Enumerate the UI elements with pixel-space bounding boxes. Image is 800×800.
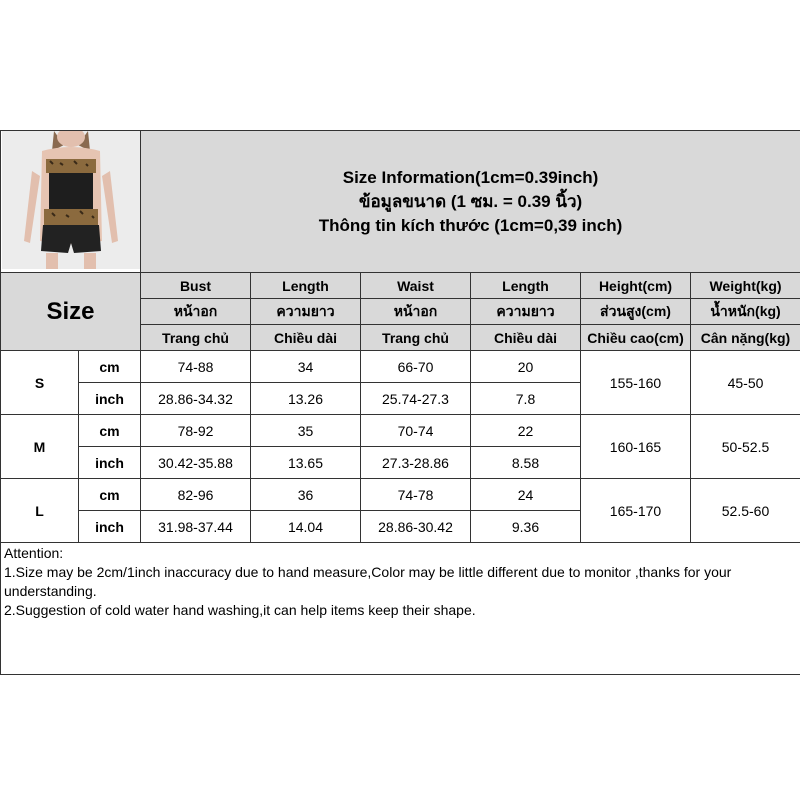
weight-cell: 52.5-60 <box>689 478 800 543</box>
height-cell: 165-170 <box>580 478 691 543</box>
measurement-cell: 25.74-27.3 <box>360 382 471 415</box>
header-en: Weight(kg) <box>689 272 800 299</box>
header-en: Height(cm) <box>580 272 691 299</box>
measurement-cell: 9.36 <box>470 510 581 543</box>
header-th: ความยาว <box>250 298 361 325</box>
size-chart: Size Information(1cm=0.39inch) ข้อมูลขนา… <box>0 130 800 675</box>
measurement-cell: 27.3-28.86 <box>360 446 471 479</box>
unit-label: cm <box>78 414 141 447</box>
measurement-cell: 31.98-37.44 <box>140 510 251 543</box>
header-vi: Trang chủ <box>360 324 471 351</box>
measurement-cell: 28.86-34.32 <box>140 382 251 415</box>
header-th: ความยาว <box>470 298 581 325</box>
measurement-cell: 13.65 <box>250 446 361 479</box>
header-en: Length <box>470 272 581 299</box>
attention-heading: Attention: <box>4 545 64 561</box>
measurement-cell: 36 <box>250 478 361 511</box>
measurement-cell: 13.26 <box>250 382 361 415</box>
unit-label: inch <box>78 382 141 415</box>
title-en: Size Information(1cm=0.39inch) <box>342 167 599 187</box>
header-vi: Trang chủ <box>140 324 251 351</box>
measurement-cell: 35 <box>250 414 361 447</box>
size-table: Size Information(1cm=0.39inch) ข้อมูลขนา… <box>0 130 800 675</box>
title-cell: Size Information(1cm=0.39inch) ข้อมูลขนา… <box>139 130 800 273</box>
header-en: Bust <box>140 272 251 299</box>
unit-label: inch <box>78 510 141 543</box>
attention-note-2: 2.Suggestion of cold water hand washing,… <box>4 602 476 618</box>
size-label: M <box>0 414 79 479</box>
header-en: Length <box>250 272 361 299</box>
attention-note-1: 1.Size may be 2cm/1inch inaccuracy due t… <box>4 564 732 599</box>
measurement-cell: 66-70 <box>360 350 471 383</box>
table-row: inch 28.86-34.32 13.26 25.74-27.3 7.8 <box>1 382 800 415</box>
header-en: Waist <box>360 272 471 299</box>
measurement-cell: 28.86-30.42 <box>360 510 471 543</box>
measurement-cell: 74-78 <box>360 478 471 511</box>
measurement-cell: 82-96 <box>140 478 251 511</box>
measurement-cell: 7.8 <box>470 382 581 415</box>
measurement-cell: 74-88 <box>140 350 251 383</box>
header-th: ส่วนสูง(cm) <box>580 298 691 325</box>
measurement-cell: 8.58 <box>470 446 581 479</box>
weight-cell: 50-52.5 <box>689 414 800 479</box>
product-photo <box>0 130 141 273</box>
measurement-cell: 14.04 <box>250 510 361 543</box>
measurement-cell: 34 <box>250 350 361 383</box>
table-row: inch 30.42-35.88 13.65 27.3-28.86 8.58 <box>1 446 800 479</box>
measurement-cell: 22 <box>470 414 581 447</box>
model-image <box>1 131 140 269</box>
header-vi: Chiều dài <box>250 324 361 351</box>
header-vi: Chiều cao(cm) <box>580 324 691 351</box>
unit-label: cm <box>78 350 141 383</box>
title-vi: Thông tin kích thước (1cm=0,39 inch) <box>318 215 623 235</box>
size-label: L <box>0 478 79 543</box>
unit-label: inch <box>78 446 141 479</box>
header-vi: Cân nặng(kg) <box>689 324 800 351</box>
measurement-cell: 20 <box>470 350 581 383</box>
size-header: Size <box>0 272 141 351</box>
measurement-cell: 30.42-35.88 <box>140 446 251 479</box>
weight-cell: 45-50 <box>689 350 800 415</box>
measurement-cell: 78-92 <box>140 414 251 447</box>
measurement-cell: 24 <box>470 478 581 511</box>
header-th: หน้าอก <box>140 298 251 325</box>
measurement-cell: 70-74 <box>360 414 471 447</box>
height-cell: 160-165 <box>580 414 691 479</box>
header-vi: Chiều dài <box>470 324 581 351</box>
header-th: หน้าอก <box>360 298 471 325</box>
height-cell: 155-160 <box>580 350 691 415</box>
size-label: S <box>0 350 79 415</box>
title-th: ข้อมูลขนาด (1 ซม. = 0.39 นิ้ว) <box>358 191 583 211</box>
header-th: น้ำหนัก(kg) <box>689 298 800 325</box>
attention-notes: Attention: 1.Size may be 2cm/1inch inacc… <box>0 542 800 675</box>
unit-label: cm <box>78 478 141 511</box>
